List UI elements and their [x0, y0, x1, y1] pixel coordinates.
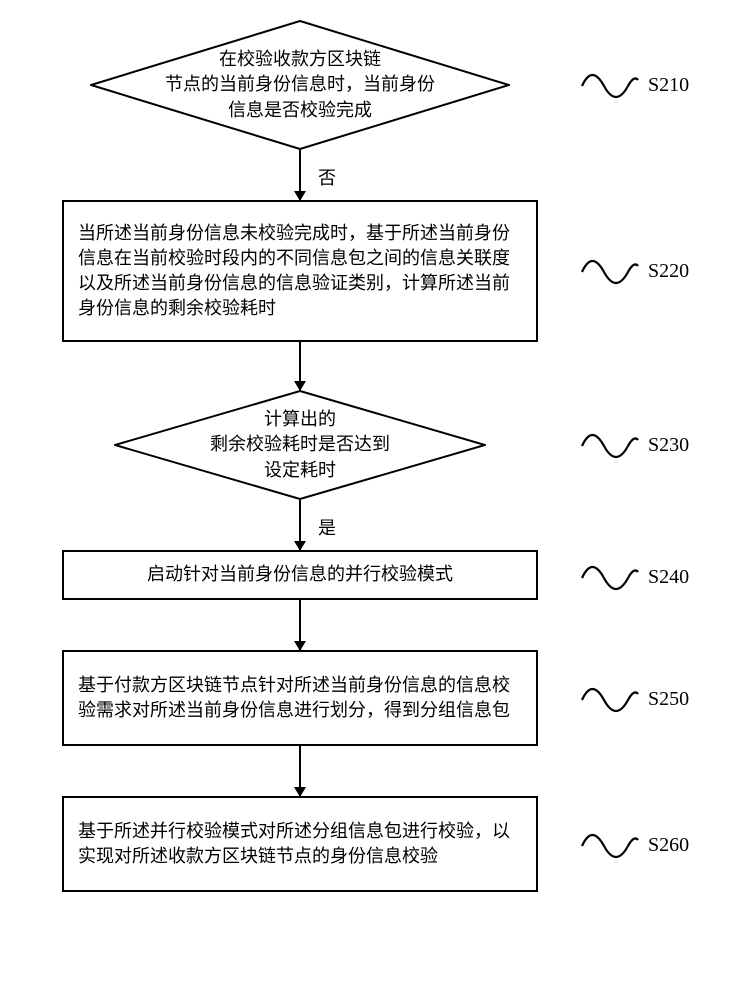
node-text: 基于付款方区块链节点针对所述当前身份信息的信息校验需求对所述当前身份信息进行划分…	[78, 673, 522, 723]
node-text: 当所述当前身份信息未校验完成时，基于所述当前身份信息在当前校验时段内的不同信息包…	[78, 221, 522, 322]
sine-connector-icon	[580, 68, 640, 104]
edge-d2-p2	[299, 500, 301, 550]
step-label-S220: S220	[648, 260, 689, 283]
sine-connector-icon	[580, 560, 640, 596]
step-label-S210: S210	[648, 74, 689, 97]
edge-label-d2-p2: 是	[318, 514, 336, 540]
sine-connector-icon	[580, 254, 640, 290]
decision-d1: 在校验收款方区块链节点的当前身份信息时，当前身份信息是否校验完成	[90, 20, 510, 150]
decision-d2: 计算出的剩余校验耗时是否达到设定耗时	[114, 390, 486, 500]
node-text: 启动针对当前身份信息的并行校验模式	[147, 562, 453, 587]
flowchart-container: 在校验收款方区块链节点的当前身份信息时，当前身份信息是否校验完成 S210 当所述当…	[20, 20, 710, 980]
edge-label-d1-p1: 否	[318, 164, 336, 190]
step-label-S250: S250	[648, 688, 689, 711]
edge-p1-d2	[299, 342, 301, 390]
edge-d1-p1	[299, 150, 301, 200]
process-p1: 当所述当前身份信息未校验完成时，基于所述当前身份信息在当前校验时段内的不同信息包…	[62, 200, 538, 342]
process-p4: 基于所述并行校验模式对所述分组信息包进行校验，以实现对所述收款方区块链节点的身份…	[62, 796, 538, 892]
process-p3: 基于付款方区块链节点针对所述当前身份信息的信息校验需求对所述当前身份信息进行划分…	[62, 650, 538, 746]
sine-connector-icon	[580, 428, 640, 464]
node-text: 基于所述并行校验模式对所述分组信息包进行校验，以实现对所述收款方区块链节点的身份…	[78, 819, 522, 869]
step-label-S230: S230	[648, 434, 689, 457]
process-p2: 启动针对当前身份信息的并行校验模式	[62, 550, 538, 600]
node-text: 在校验收款方区块链节点的当前身份信息时，当前身份信息是否校验完成	[125, 47, 475, 123]
edge-p2-p3	[299, 600, 301, 650]
edge-p3-p4	[299, 746, 301, 796]
step-label-S240: S240	[648, 566, 689, 589]
sine-connector-icon	[580, 682, 640, 718]
sine-connector-icon	[580, 828, 640, 864]
step-label-S260: S260	[648, 834, 689, 857]
node-text: 计算出的剩余校验耗时是否达到设定耗时	[170, 407, 430, 483]
